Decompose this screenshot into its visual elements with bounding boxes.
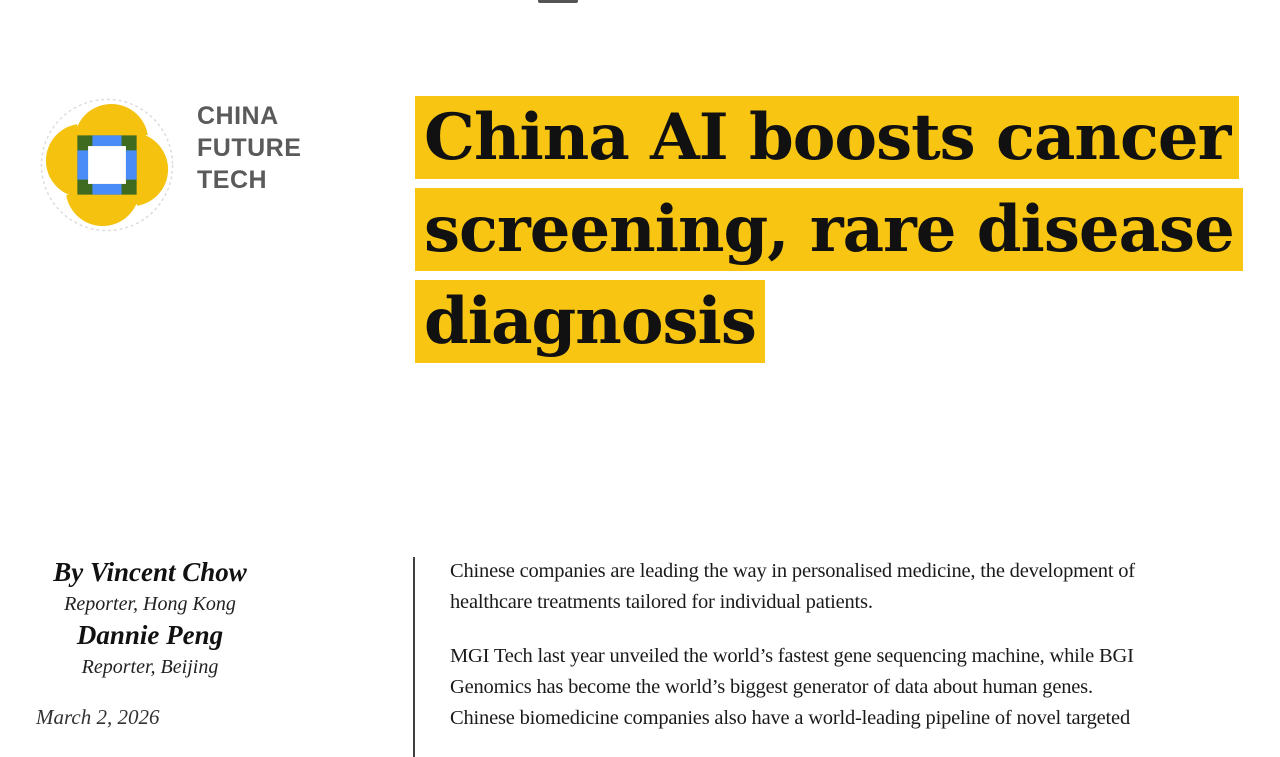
headline-highlight-text: China AI boosts cancer screening, rare d… — [415, 96, 1243, 363]
author-name: Dannie Peng — [76, 620, 224, 650]
vertical-divider — [413, 557, 415, 757]
author-role: Reporter, Beijing — [81, 656, 219, 678]
author-role: Reporter, Hong Kong — [64, 593, 236, 615]
author-name: By Vincent Chow — [53, 557, 247, 587]
china-future-tech-logo-icon[interactable] — [39, 97, 175, 233]
clipped-top-bar — [538, 0, 578, 3]
article-body: Chinese companies are leading the way in… — [450, 556, 1262, 757]
article-paragraph: MGI Tech last year unveiled the world’s … — [450, 645, 1134, 729]
article-paragraph: Chinese companies are leading the way in… — [450, 560, 1135, 613]
brand-wordmark[interactable]: CHINA FUTURE TECH — [197, 102, 302, 194]
publish-date: March 2, 2026 — [36, 705, 160, 729]
byline-block: By Vincent Chow Reporter, Hong Kong Dann… — [0, 556, 300, 682]
article-headline: China AI boosts cancer screening, rare d… — [415, 92, 1275, 368]
